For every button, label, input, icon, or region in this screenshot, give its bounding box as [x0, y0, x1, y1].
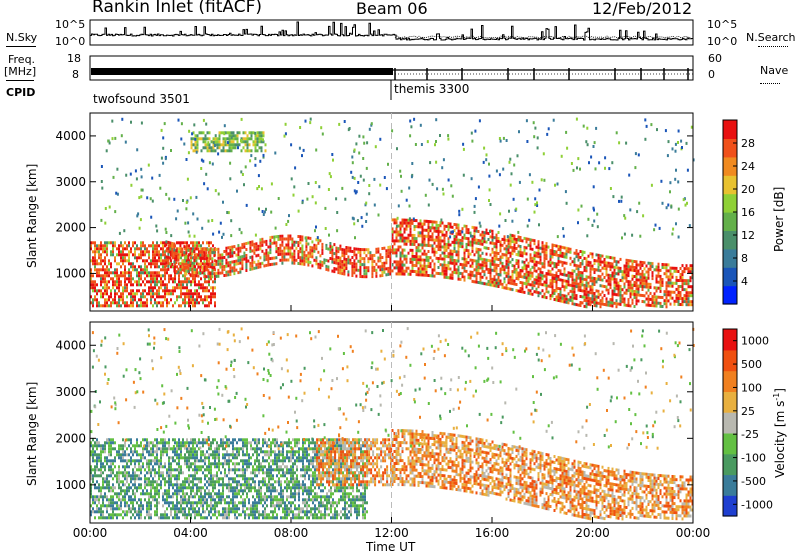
panel-0-ytick-label-0: 1000 [55, 266, 86, 280]
xtick-label-1: 04:00 [173, 526, 208, 540]
nsearch-label: N.Search [746, 31, 796, 44]
panel-1-colorbar-frame [722, 328, 738, 517]
xtick-label-5: 20:00 [575, 526, 610, 540]
panel-1-cbtick-label-5: -100 [741, 452, 766, 465]
power-ylabel: Slant Range [km] [25, 163, 39, 268]
nsky-trace [89, 21, 693, 43]
xtick-label-0: 00:00 [73, 526, 108, 540]
nsky-panel-frame [89, 19, 694, 46]
nave-tick-low: 0 [708, 68, 715, 81]
velocity-colorbar-label: Velocity [m s-1] [772, 388, 787, 478]
nsky-tick-low: 10^0 [55, 35, 86, 48]
panel-1-cbtick-label-4: -25 [741, 428, 759, 441]
xtick-label-2: 08:00 [274, 526, 309, 540]
panel-0-cbtick-label-4: 20 [741, 183, 755, 196]
panel-1-cbtick-label-1: 500 [741, 358, 762, 371]
panel-0-cbtick-label-1: 8 [741, 252, 748, 265]
nsearch-tick-high: 10^5 [707, 18, 738, 31]
panel-1-cbtick-label-3: 25 [741, 405, 755, 418]
velocity-ylabel: Slant Range [km] [25, 381, 39, 486]
nave-legend-line [760, 83, 780, 84]
panel-0-cbtick-label-3: 16 [741, 206, 755, 219]
freq-trace-dense [91, 68, 393, 75]
panel-1-colorbar [723, 329, 737, 517]
panel-0-cbtick-label-2: 12 [741, 229, 755, 242]
nsky-tick-high: 10^5 [55, 18, 86, 31]
freq-unit: [MHz] [4, 65, 37, 78]
nave-label: Nave [760, 64, 789, 77]
panel-0-cbtick-label-0: 4 [741, 275, 748, 288]
freq-label: Freq. [8, 53, 36, 66]
panel-0-ytick-label-2: 3000 [55, 175, 86, 189]
nave-tick-high: 60 [708, 52, 722, 65]
xtick-label-3: 12:00 [374, 526, 409, 540]
xtick-label-6: 00:00 [676, 526, 711, 540]
panel-1-cbtick-label-6: -500 [741, 475, 766, 488]
panel-1-ytick-label-0: 1000 [55, 478, 86, 492]
mode-label-0: twofsound 3501 [93, 92, 190, 106]
nsearch-legend-line [758, 46, 788, 47]
panel-1-cbtick-label-0: 1000 [741, 335, 769, 348]
freq-underline [6, 80, 34, 81]
panel-1-ytick-label-1: 2000 [55, 431, 86, 445]
nsearch-tick-low: 10^0 [707, 35, 738, 48]
panel-1-ytick-label-3: 4000 [55, 338, 86, 352]
x-axis-title: Time UT [366, 540, 416, 554]
date-title: 12/Feb/2012 [592, 0, 693, 18]
panel-0-cbtick-label-6: 28 [741, 137, 755, 150]
panel-1-cells [90, 327, 695, 521]
panel-0-colorbar [723, 120, 737, 305]
xtick-label-4: 16:00 [475, 526, 510, 540]
panel-0-cells [90, 117, 695, 309]
power-colorbar-label: Power [dB] [772, 186, 786, 252]
station-title: Rankin Inlet (fitACF) [92, 0, 263, 17]
panel-1-cbtick-label-2: 100 [741, 381, 762, 394]
nsearch-trace [394, 35, 692, 39]
beam-title: Beam 06 [356, 0, 428, 18]
panel-1-ytick-label-2: 3000 [55, 385, 86, 399]
cpid-label: CPID [6, 86, 36, 99]
panel-0-ytick-label-1: 2000 [55, 221, 86, 235]
panel-1-cbtick-label-7: -1000 [741, 498, 773, 511]
nsky-label: N.Sky [6, 31, 38, 44]
panel-0-ytick-label-3: 4000 [55, 129, 86, 143]
nsky-underline [6, 46, 36, 47]
freq-tick-low: 8 [72, 68, 79, 81]
freq-tick-high: 18 [67, 52, 81, 65]
panel-0-cbtick-label-5: 24 [741, 160, 755, 173]
mode-label-1: themis 3300 [394, 82, 470, 96]
